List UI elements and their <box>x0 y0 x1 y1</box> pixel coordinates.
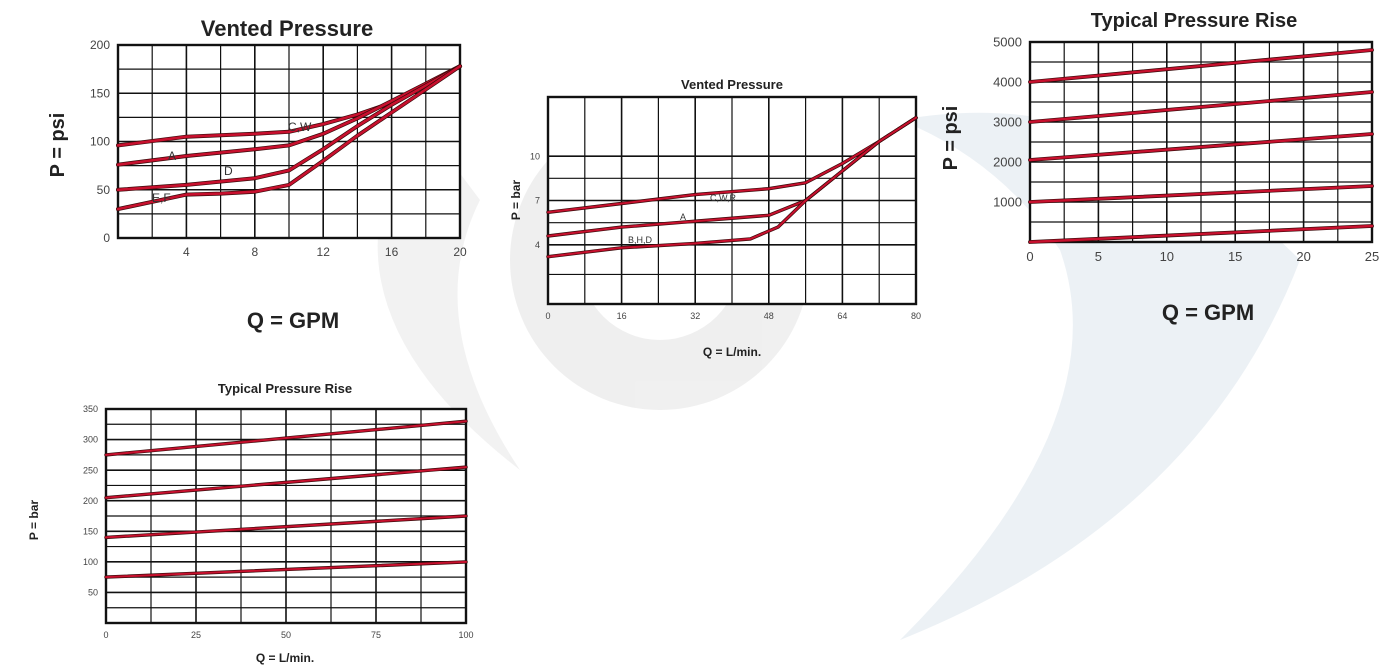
series-line <box>1028 48 1374 84</box>
x-axis-label: Q = L/min. <box>703 345 761 359</box>
x-tick-label: 50 <box>281 630 291 640</box>
y-tick-label: 2000 <box>993 155 1022 170</box>
plot-area: 0 25 50 75 100 50 100 150 200 250 300 350 <box>83 404 474 640</box>
y-tick-label: 250 <box>83 465 98 475</box>
curve-annotation: B,H,D <box>628 235 653 245</box>
y-tick-label: 100 <box>83 557 98 567</box>
x-axis-label: Q = GPM <box>247 308 339 333</box>
curve-annotation: A <box>680 212 686 222</box>
series-line <box>1028 132 1374 162</box>
y-tick-label: 0 <box>103 231 110 245</box>
x-tick-label: 100 <box>458 630 473 640</box>
y-tick-label: 1000 <box>993 195 1022 210</box>
x-tick-label: 0 <box>545 311 550 321</box>
y-tick-label: 3000 <box>993 115 1022 130</box>
chart-pressure-rise-bar: Typical Pressure Rise 0 25 50 75 100 50 100 150… <box>27 381 474 665</box>
series-line <box>105 515 467 539</box>
curve-annotation: C,W <box>288 120 312 134</box>
x-tick-label: 8 <box>251 245 258 259</box>
plot-frame <box>1028 40 1374 244</box>
plot-frame <box>546 95 918 306</box>
chart-vented-pressure-psi: Vented Pressure 4 8 12 16 20050100150200C,WA… <box>47 16 467 333</box>
x-tick-label: 5 <box>1095 249 1102 264</box>
y-tick-label: 5000 <box>993 35 1022 50</box>
plot-area: 0 16 32 48 64 80 4 7 10 C,W,R A B,H,D <box>530 95 921 321</box>
series-line <box>105 560 467 579</box>
x-tick-label: 15 <box>1228 249 1242 264</box>
y-tick-label: 350 <box>83 404 98 414</box>
series-line <box>1028 184 1374 204</box>
chart-title: Typical Pressure Rise <box>1091 10 1297 32</box>
plot-frame <box>116 43 462 240</box>
x-tick-label: 80 <box>911 311 921 321</box>
y-tick-label: 300 <box>83 435 98 445</box>
y-tick-label: 150 <box>83 526 98 536</box>
chart-title: Vented Pressure <box>681 77 783 92</box>
y-tick-label: 50 <box>97 183 111 197</box>
y-tick-label: 4000 <box>993 75 1022 90</box>
y-tick-label: 200 <box>90 38 110 52</box>
y-tick-label: 150 <box>90 86 110 100</box>
x-tick-label: 4 <box>183 245 190 259</box>
chart-title: Vented Pressure <box>201 16 373 41</box>
y-tick-label: 4 <box>535 240 540 250</box>
x-tick-label: 12 <box>317 245 331 259</box>
y-axis-label: P = psi <box>940 106 962 171</box>
y-axis-label: P = bar <box>27 500 41 540</box>
plot-area: 0 5 10 15 20 25 1000 2000 3000 4000 5000 <box>993 35 1379 264</box>
chart-pressure-rise-psi: Typical Pressure Rise 0 5 10 15 20 25 1000 2000… <box>940 10 1379 325</box>
series-line <box>547 116 917 258</box>
y-tick-label: 7 <box>535 196 540 206</box>
curve-annotation: A <box>168 149 176 163</box>
y-axis-label: P = psi <box>47 113 69 178</box>
x-tick-label: 16 <box>617 311 627 321</box>
curve-annotation: C,W,R <box>710 193 736 203</box>
curve-annotation: E,F <box>152 191 171 205</box>
y-axis-label: P = bar <box>509 180 523 220</box>
x-tick-label: 75 <box>371 630 381 640</box>
series-line <box>1028 90 1374 124</box>
chart-vented-pressure-bar: Vented Pressure 0 16 32 48 64 80 4 7 10 C,W,R A B,H… <box>509 77 921 359</box>
x-tick-label: 0 <box>1026 249 1033 264</box>
series-line <box>1028 224 1374 244</box>
y-tick-label: 10 <box>530 151 540 161</box>
series-line <box>105 420 467 456</box>
curve-annotation: D <box>224 164 233 178</box>
chart-title: Typical Pressure Rise <box>218 381 352 396</box>
y-tick-label: 100 <box>90 135 110 149</box>
x-axis-label: Q = L/min. <box>256 651 314 665</box>
x-tick-label: 20 <box>453 245 467 259</box>
x-tick-label: 10 <box>1160 249 1174 264</box>
series-line <box>116 64 462 166</box>
series-line <box>105 466 467 499</box>
x-tick-label: 25 <box>191 630 201 640</box>
x-tick-label: 20 <box>1296 249 1310 264</box>
x-tick-label: 48 <box>764 311 774 321</box>
x-axis-label: Q = GPM <box>1162 300 1254 325</box>
x-tick-label: 0 <box>103 630 108 640</box>
x-tick-label: 64 <box>837 311 847 321</box>
series-line <box>116 64 462 192</box>
x-tick-label: 16 <box>385 245 399 259</box>
x-tick-label: 32 <box>690 311 700 321</box>
y-tick-label: 200 <box>83 496 98 506</box>
y-tick-label: 50 <box>88 588 98 598</box>
series-line <box>116 64 462 211</box>
x-tick-label: 25 <box>1365 249 1379 264</box>
